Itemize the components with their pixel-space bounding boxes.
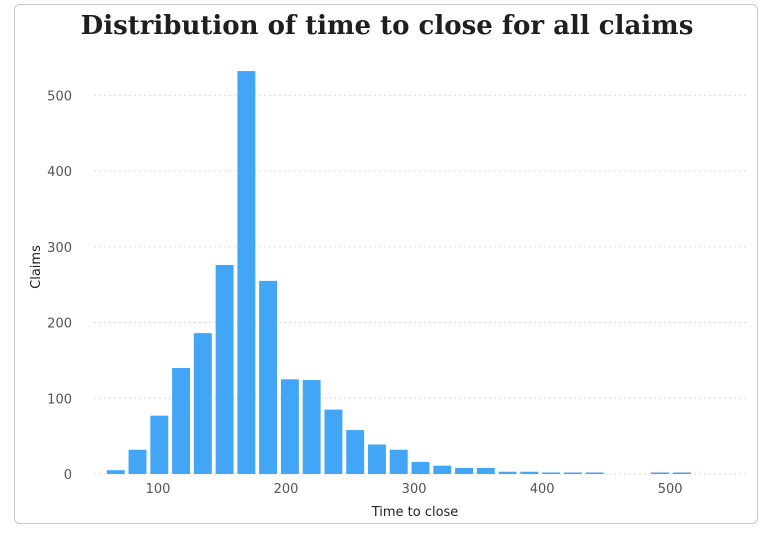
y-tick-label: 400 [47, 165, 72, 180]
chart-card: Distribution of time to close for all cl… [14, 4, 758, 524]
bar-layer [106, 71, 691, 474]
histogram-bar[interactable] [193, 333, 212, 474]
y-tick-label: 200 [47, 317, 72, 332]
y-tick-label: 500 [47, 89, 72, 104]
x-tick-label: 100 [146, 482, 171, 497]
histogram-bar[interactable] [563, 472, 582, 474]
y-axis-label: Claims [29, 245, 44, 289]
histogram-bar[interactable] [389, 449, 408, 474]
histogram-bar[interactable] [237, 71, 256, 474]
x-axis-ticks: 100 200 300 400 500 [146, 482, 683, 497]
x-tick-label: 300 [402, 482, 427, 497]
y-tick-label: 0 [64, 468, 72, 483]
y-axis-ticks: 0 100 200 300 400 500 [47, 89, 72, 483]
histogram-bar[interactable] [106, 470, 125, 474]
x-tick-label: 500 [658, 482, 683, 497]
histogram-bar[interactable] [280, 379, 299, 474]
histogram-bar[interactable] [650, 472, 669, 474]
histogram-bar[interactable] [411, 461, 430, 474]
histogram-bar[interactable] [215, 264, 234, 474]
histogram-bar[interactable] [476, 467, 495, 474]
y-tick-label: 100 [47, 392, 72, 407]
histogram-bar[interactable] [150, 415, 169, 474]
histogram-bar[interactable] [368, 444, 386, 474]
histogram-bar[interactable] [542, 472, 561, 474]
histogram-bar[interactable] [259, 280, 278, 474]
histogram-bar[interactable] [346, 430, 365, 474]
histogram-bar[interactable] [324, 409, 343, 474]
histogram-bar[interactable] [520, 471, 539, 474]
histogram-bar[interactable] [498, 471, 517, 474]
histogram-bar[interactable] [585, 472, 604, 474]
histogram-bar[interactable] [455, 467, 473, 474]
histogram-bar[interactable] [302, 380, 321, 474]
x-tick-label: 200 [274, 482, 299, 497]
grid-layer [94, 94, 747, 475]
x-axis-label: Time to close [371, 505, 459, 520]
y-tick-label: 300 [47, 241, 72, 256]
histogram-bar[interactable] [433, 465, 452, 474]
histogram-bar[interactable] [172, 367, 191, 474]
histogram-bar[interactable] [128, 449, 147, 474]
histogram-bar[interactable] [672, 472, 691, 474]
chart-title: Distribution of time to close for all cl… [80, 11, 694, 41]
histogram-chart: 100 200 300 400 500 0 100 200 300 400 500 Time to… [29, 71, 747, 520]
x-tick-label: 400 [530, 482, 555, 497]
